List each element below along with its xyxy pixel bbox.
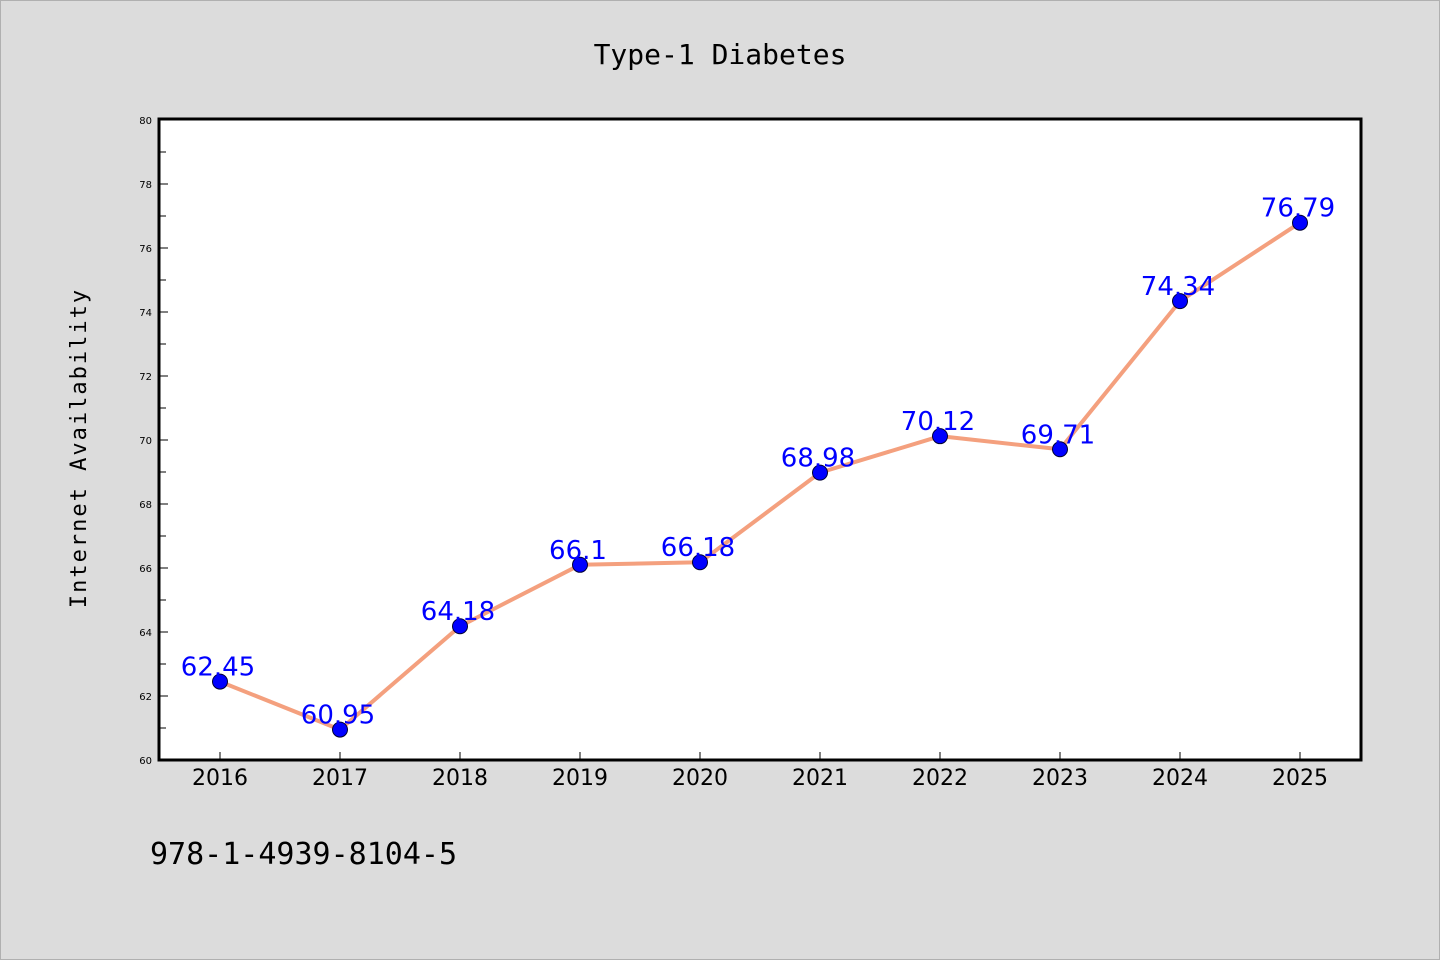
data-label: 64.18 (421, 597, 495, 627)
x-tick-label: 2021 (792, 766, 848, 791)
data-point-marker (932, 428, 948, 445)
series-line (218, 220, 1302, 732)
data-label: 70.12 (901, 407, 975, 437)
y-tick-label: 72 (139, 372, 152, 383)
plot-area (157, 117, 1363, 762)
x-tick-label: 2019 (552, 766, 608, 791)
y-axis-ticks: 60 62 64 66 68 70 72 74 76 78 80 (139, 116, 168, 767)
x-axis-ticks: 2016 2017 2018 2019 2020 2021 2022 2023 2024 2025 (192, 752, 1328, 791)
x-tick-label: 2025 (1272, 766, 1328, 791)
data-label: 69.71 (1021, 420, 1095, 450)
x-tick-label: 2022 (912, 766, 968, 791)
data-point-marker (452, 618, 468, 635)
data-point-marker (1292, 214, 1308, 231)
y-tick-label: 74 (139, 308, 152, 319)
data-point-marker (812, 464, 828, 481)
data-label: 66.18 (661, 533, 735, 563)
data-label: 74.34 (1141, 272, 1215, 302)
y-tick-label: 62 (139, 692, 152, 703)
y-tick-label: 66 (139, 564, 152, 575)
y-tick-label: 60 (139, 756, 152, 767)
data-point-marker (572, 556, 588, 573)
x-tick-label: 2016 (192, 766, 248, 791)
data-label: 76.79 (1261, 194, 1335, 224)
x-tick-label: 2023 (1032, 766, 1088, 791)
x-tick-label: 2020 (672, 766, 728, 791)
data-label: 62.45 (181, 653, 255, 683)
data-label: 66.1 (549, 536, 607, 566)
data-point-marker (332, 721, 348, 738)
y-tick-label: 80 (139, 116, 152, 127)
y-tick-label: 78 (139, 180, 152, 191)
y-tick-label: 68 (139, 500, 152, 511)
data-point-marker (212, 673, 228, 690)
data-point-marker (1172, 293, 1188, 310)
y-axis-label: Internet Availability (67, 288, 92, 608)
x-tick-label: 2018 (432, 766, 488, 791)
data-point-marker (1052, 441, 1068, 458)
series-line-group (218, 220, 1302, 732)
y-tick-label: 70 (139, 436, 152, 447)
y-tick-label: 64 (139, 628, 152, 639)
data-labels: 62.45 60.95 64.18 66.1 66.18 68.98 70.12 69.71 7… (181, 194, 1335, 731)
data-label: 68.98 (781, 444, 855, 474)
isbn-footer: 978-1-4939-8104-5 (150, 837, 457, 872)
y-tick-label: 76 (139, 244, 152, 255)
data-label: 60.95 (301, 701, 375, 731)
chart-title: Type-1 Diabetes (594, 38, 847, 71)
data-point-marker (692, 554, 708, 571)
x-tick-label: 2017 (312, 766, 368, 791)
data-markers (212, 214, 1308, 738)
x-tick-label: 2024 (1152, 766, 1208, 791)
